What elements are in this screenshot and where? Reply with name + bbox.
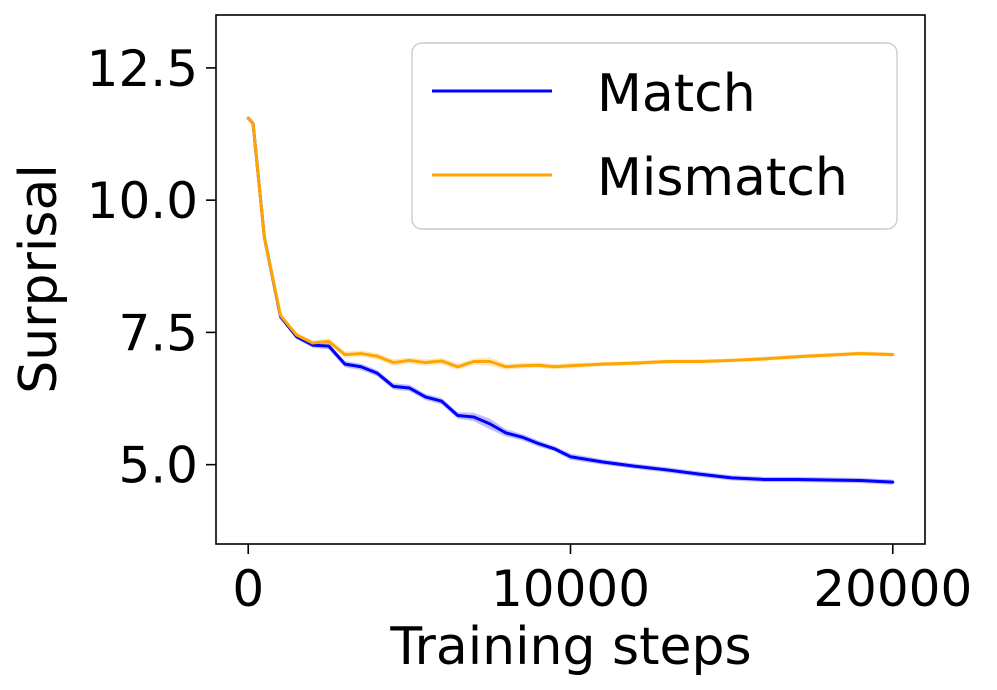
x-tick-label: 0 [232,560,264,618]
x-axis-ticks: 0 10000 20000 [232,544,972,618]
y-tick-label: 12.5 [87,40,198,98]
y-tick-label: 10.0 [87,172,198,230]
series-line-match [246,116,895,484]
series-lines [246,116,895,484]
y-axis-label: Surprisal [9,164,69,394]
y-tick-label: 5.0 [118,437,198,495]
legend-label-mismatch: Mismatch [597,148,848,208]
x-axis-label: Training steps [389,617,751,677]
legend-label-match: Match [597,64,756,124]
x-tick-label: 20000 [813,560,972,618]
x-tick-label: 10000 [491,560,650,618]
legend: Match Mismatch [411,42,898,230]
y-axis-ticks: 5.0 7.5 10.0 12.5 [87,40,216,495]
series-line-mismatch [246,116,895,369]
y-tick-label: 7.5 [118,304,198,362]
